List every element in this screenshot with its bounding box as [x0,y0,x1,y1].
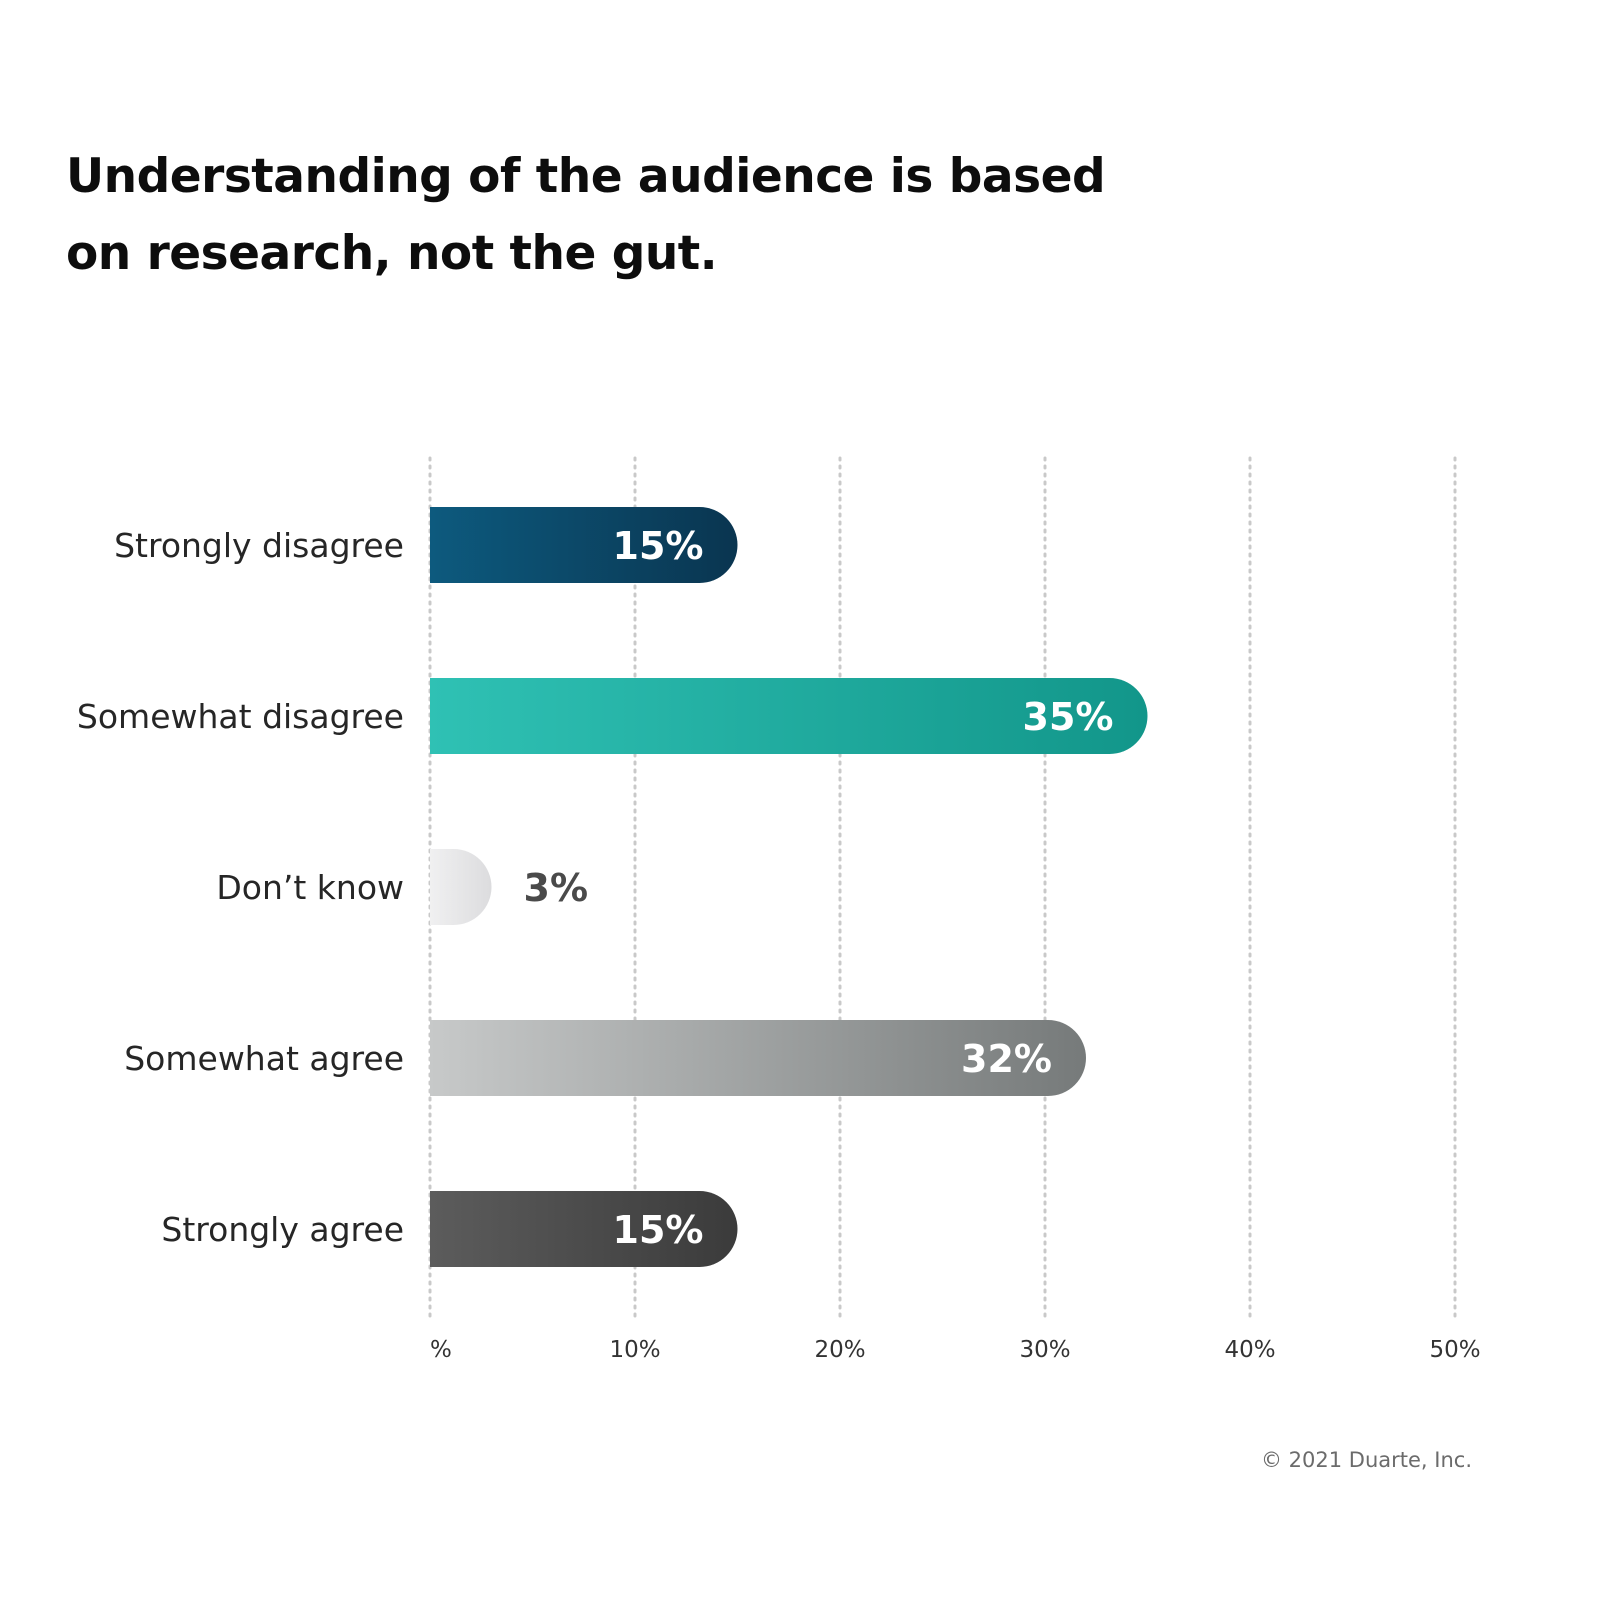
x-tick-label: 30% [1019,1337,1070,1363]
category-label: Strongly agree [161,1210,404,1249]
chart-title: Understanding of the audience is based o… [66,149,1106,281]
data-label: 35% [1023,695,1114,739]
x-tick-label: 50% [1429,1337,1480,1363]
bar [430,507,738,583]
data-label: 32% [961,1037,1052,1081]
category-label: Somewhat disagree [77,697,404,736]
data-label: 15% [613,524,704,568]
data-label: 15% [613,1208,704,1252]
category-label: Somewhat agree [124,1039,404,1078]
x-tick-label: 10% [609,1337,660,1363]
category-label: Strongly disagree [114,526,404,565]
bar [430,1191,738,1267]
x-tick-label: 40% [1224,1337,1275,1363]
bar [430,1020,1086,1096]
bar [430,678,1148,754]
category-label: Don’t know [216,868,404,907]
bar [430,849,492,925]
x-tick-label: % [430,1337,452,1363]
x-tick-label: 20% [814,1337,865,1363]
data-label: 3% [524,866,589,910]
copyright-notice: © 2021 Duarte, Inc. [1260,1448,1472,1472]
